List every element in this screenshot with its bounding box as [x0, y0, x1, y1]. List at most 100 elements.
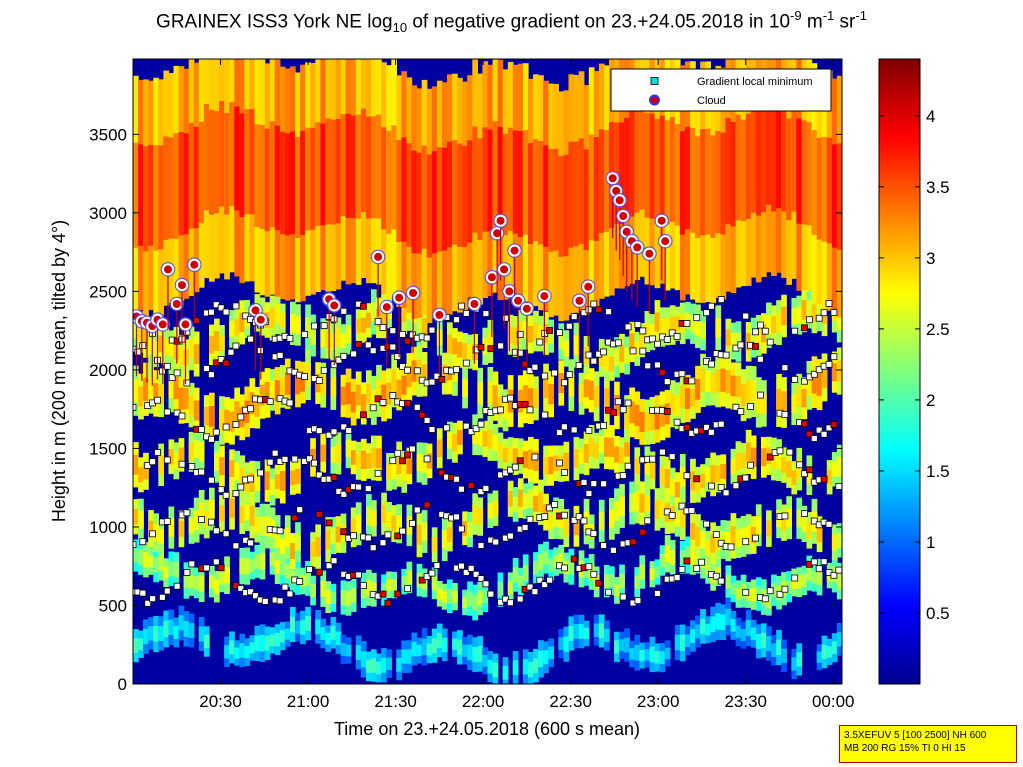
heatmap-cell [654, 118, 661, 223]
heatmap-cell [224, 113, 230, 215]
heatmap-cell [776, 106, 782, 209]
heatmap-cell [796, 306, 803, 324]
gradient-minimum-point [482, 310, 490, 318]
gradient-minimum-point [835, 566, 842, 574]
gradient-minimum-point [820, 309, 828, 317]
heatmap-cell [158, 625, 164, 641]
cloud-point [498, 263, 511, 276]
gradient-minimum-point [521, 360, 529, 368]
gradient-minimum-point [801, 470, 808, 478]
gradient-minimum-point [364, 341, 372, 349]
heatmap-cell [644, 412, 651, 433]
heatmap-cell [604, 574, 610, 589]
heatmap-cell [487, 429, 494, 449]
heatmap-cell [360, 450, 367, 470]
gradient-minimum-point [428, 326, 436, 334]
heatmap-cell [330, 591, 337, 605]
heatmap-cell [771, 109, 777, 212]
gradient-minimum-point [541, 513, 549, 520]
gradient-minimum-point [820, 475, 828, 483]
cloud-point-ring [379, 299, 395, 315]
heatmap-cell [811, 130, 818, 235]
heatmap-cell [685, 634, 691, 647]
gradient-minimum-point [423, 573, 431, 580]
gradient-minimum-point [379, 590, 387, 598]
heatmap-cell [639, 564, 646, 580]
heatmap-cell [295, 136, 301, 238]
gradient-minimum-point [286, 399, 294, 407]
y-tick-label: 1500 [89, 439, 127, 458]
heatmap-cell [816, 569, 823, 586]
gradient-minimum-point [815, 565, 823, 573]
cloud-point-ring [484, 270, 500, 285]
heatmap-cell [614, 640, 620, 654]
gradient-minimum-point [727, 543, 735, 551]
heatmap-cell [163, 566, 170, 579]
heatmap-cell [533, 451, 539, 472]
heatmap-cell [401, 649, 408, 664]
gradient-minimum-point [399, 363, 407, 371]
heatmap-cell [229, 498, 235, 518]
heatmap-cell [826, 469, 833, 485]
heatmap-cell [325, 529, 332, 550]
gradient-minimum-point [492, 538, 500, 546]
heatmap-cell [371, 582, 377, 598]
gradient-minimum-point [149, 458, 157, 466]
gradient-minimum-point [384, 599, 392, 607]
heatmap-cell [279, 312, 286, 328]
heatmap-cell [239, 558, 246, 575]
heatmap-cell [401, 137, 408, 242]
heatmap-cell [735, 625, 742, 639]
heatmap-cell [269, 478, 276, 496]
heatmap-cell [183, 572, 190, 589]
heatmap-cell [791, 576, 798, 589]
gradient-minimum-point [237, 483, 245, 491]
heatmap-cell [178, 447, 185, 463]
heatmap-cell [214, 579, 220, 594]
gradient-minimum-point [526, 406, 534, 414]
gradient-minimum-point [654, 340, 661, 348]
gradient-minimum-point [757, 321, 764, 329]
gradient-minimum-point [462, 359, 470, 367]
heatmap-cell [700, 531, 706, 549]
heatmap-cell [295, 568, 301, 585]
gradient-minimum-point [472, 425, 480, 433]
colorbar-tick-label: 3 [926, 249, 935, 268]
heatmap-cell [497, 127, 504, 233]
gradient-minimum-point [212, 428, 220, 436]
heatmap-cell [436, 439, 443, 457]
heatmap-cell [472, 647, 478, 663]
heatmap-cell [239, 506, 246, 524]
heatmap-cell [811, 304, 818, 322]
heatmap-cell [224, 409, 230, 430]
gradient-minimum-point [619, 406, 627, 414]
heatmap-cell [396, 140, 402, 242]
heatmap-cell [234, 318, 240, 336]
heatmap-cell [766, 597, 772, 609]
heatmap-cell [290, 313, 296, 333]
gradient-minimum-point [830, 571, 838, 579]
gradient-minimum-point [408, 445, 416, 453]
heatmap-cell [761, 393, 767, 414]
gradient-minimum-point [668, 512, 676, 519]
heatmap-cell [153, 383, 159, 404]
heatmap-cell [219, 457, 225, 476]
heatmap-cell [679, 466, 686, 487]
heatmap-cell [629, 493, 635, 513]
cloud-point-ring [572, 293, 587, 309]
gradient-minimum-point [659, 368, 666, 376]
gradient-minimum-point [546, 504, 553, 512]
heatmap-cell [330, 527, 337, 544]
heatmap-cell [431, 151, 438, 254]
heatmap-cell [198, 121, 205, 224]
heatmap-cell [386, 130, 392, 234]
heatmap-cell [274, 632, 281, 647]
heatmap-cell [441, 529, 448, 549]
gradient-minimum-point [619, 593, 627, 601]
heatmap-cell [705, 467, 711, 483]
heatmap-cell [568, 141, 575, 248]
gradient-minimum-point [203, 365, 210, 372]
heatmap-cell [209, 499, 215, 519]
heatmap-cell [290, 543, 296, 559]
gradient-minimum-point [614, 339, 622, 347]
